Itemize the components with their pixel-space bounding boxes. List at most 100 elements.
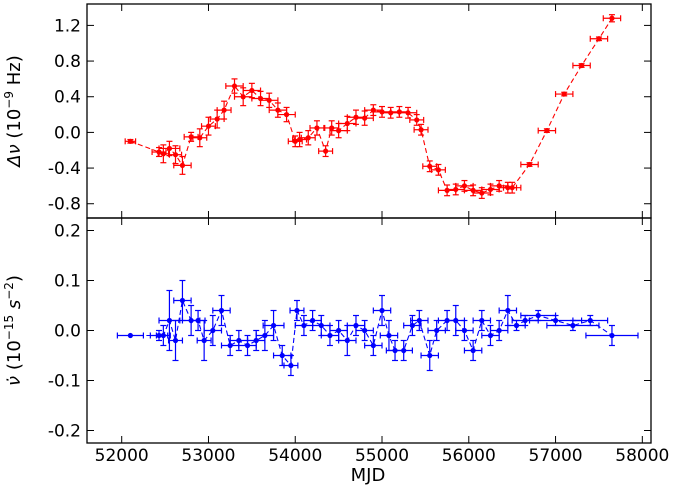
data-point bbox=[203, 314, 223, 347]
point-marker bbox=[221, 107, 227, 113]
data-point bbox=[554, 91, 574, 98]
point-marker bbox=[578, 62, 585, 69]
data-point bbox=[520, 161, 539, 168]
data-point bbox=[413, 123, 429, 136]
point-marker bbox=[283, 111, 290, 118]
y-axis-title-delta-nu: Δν (10−9 Hz) bbox=[2, 55, 25, 168]
point-marker bbox=[479, 317, 485, 324]
point-marker bbox=[301, 322, 307, 329]
point-marker bbox=[587, 317, 593, 324]
data-point bbox=[409, 113, 425, 126]
data-series-nu-dot bbox=[116, 279, 639, 377]
point-marker bbox=[327, 332, 333, 339]
point-marker bbox=[314, 125, 320, 131]
point-marker bbox=[405, 110, 411, 116]
point-marker bbox=[496, 327, 502, 334]
data-point bbox=[379, 319, 399, 352]
data-point bbox=[225, 78, 244, 94]
data-point bbox=[398, 106, 418, 119]
data-point bbox=[262, 309, 285, 342]
panel-nu-dot: -0.2 -0.1 0.0 0.1 0.2 ν̇ (10−15 s−2) bbox=[2, 217, 652, 444]
point-marker bbox=[596, 36, 602, 42]
point-marker bbox=[195, 317, 201, 324]
point-marker bbox=[336, 128, 342, 134]
data-point bbox=[372, 294, 392, 327]
point-marker bbox=[401, 347, 407, 354]
data-point bbox=[124, 138, 137, 145]
point-marker bbox=[218, 307, 225, 314]
plot-frame-delta-nu bbox=[86, 3, 652, 219]
point-marker bbox=[160, 151, 166, 157]
point-marker bbox=[386, 332, 392, 339]
point-marker bbox=[435, 167, 442, 173]
point-marker bbox=[127, 332, 133, 339]
data-point bbox=[155, 324, 171, 347]
point-marker bbox=[427, 352, 433, 359]
point-marker bbox=[270, 322, 277, 329]
data-point bbox=[242, 82, 262, 99]
point-marker bbox=[362, 327, 368, 334]
series-line-delta-nu bbox=[130, 18, 613, 194]
data-point bbox=[472, 309, 492, 332]
point-marker bbox=[522, 317, 528, 324]
point-marker bbox=[561, 91, 567, 97]
data-point bbox=[277, 106, 296, 123]
x-axis-tick-labels: 52000 53000 54000 55000 56000 57000 58000 bbox=[95, 446, 670, 466]
data-point bbox=[430, 163, 446, 176]
data-point bbox=[572, 314, 609, 327]
data-point bbox=[116, 332, 144, 339]
point-marker bbox=[310, 317, 316, 324]
point-marker bbox=[253, 337, 259, 344]
data-point bbox=[183, 131, 199, 142]
point-marker bbox=[344, 120, 350, 127]
point-marker bbox=[370, 342, 376, 349]
point-marker bbox=[418, 127, 424, 133]
data-point bbox=[167, 319, 184, 362]
point-marker bbox=[275, 107, 281, 113]
data-point bbox=[173, 155, 192, 175]
point-marker bbox=[288, 362, 294, 369]
point-marker bbox=[227, 342, 233, 349]
point-marker bbox=[461, 183, 468, 189]
point-marker bbox=[336, 327, 342, 334]
point-marker bbox=[470, 347, 476, 354]
x-tick-label: 52000 bbox=[95, 446, 149, 466]
point-marker bbox=[305, 135, 311, 141]
point-marker bbox=[552, 317, 559, 324]
point-marker bbox=[434, 327, 440, 334]
point-marker bbox=[323, 148, 329, 154]
point-marker bbox=[570, 322, 576, 329]
data-point bbox=[259, 92, 279, 109]
point-marker bbox=[344, 337, 350, 344]
point-marker bbox=[210, 327, 216, 334]
point-marker bbox=[544, 128, 550, 134]
point-marker bbox=[249, 87, 255, 94]
point-marker bbox=[453, 186, 459, 193]
point-marker bbox=[416, 317, 422, 324]
data-point bbox=[355, 319, 374, 342]
point-marker bbox=[266, 97, 272, 103]
y-tick-label: -0.1 bbox=[48, 372, 81, 392]
y-axis-title-nu-dot: ν̇ (10−15 s−2) bbox=[2, 275, 25, 386]
data-point bbox=[498, 294, 518, 327]
data-point bbox=[463, 339, 483, 362]
data-point bbox=[585, 324, 639, 347]
y-tick-label: -0.8 bbox=[48, 195, 81, 215]
x-tick-label: 53000 bbox=[181, 446, 235, 466]
data-point bbox=[394, 339, 413, 362]
point-marker bbox=[453, 317, 459, 324]
x-tick-label: 54000 bbox=[268, 446, 322, 466]
point-marker bbox=[127, 138, 133, 144]
point-marker bbox=[535, 312, 541, 319]
point-marker bbox=[609, 15, 615, 21]
point-marker bbox=[353, 322, 359, 329]
point-marker bbox=[240, 94, 246, 100]
y-tick-label: -0.2 bbox=[48, 422, 81, 442]
point-marker bbox=[461, 327, 468, 334]
data-point bbox=[572, 62, 591, 69]
point-marker bbox=[236, 337, 242, 344]
data-point bbox=[173, 279, 192, 322]
point-marker bbox=[201, 337, 207, 344]
point-marker bbox=[166, 317, 173, 324]
